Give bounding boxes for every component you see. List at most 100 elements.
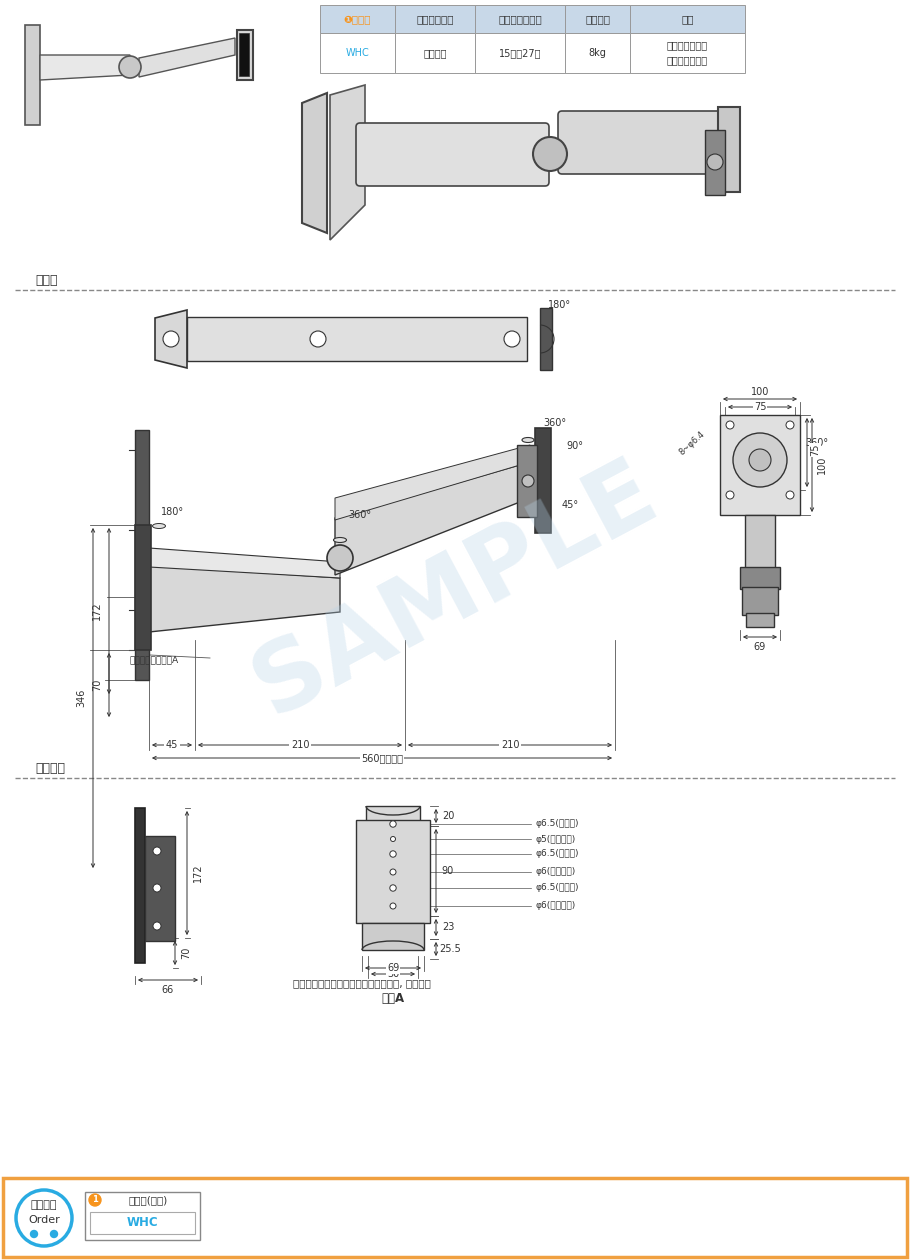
Bar <box>565 5 630 33</box>
Text: 及墻面安裝螺絲: 及墻面安裝螺絲 <box>667 55 708 66</box>
Text: 172: 172 <box>92 602 102 620</box>
Bar <box>135 430 149 680</box>
Polygon shape <box>335 462 530 575</box>
Text: 墻面安裝: 墻面安裝 <box>423 48 447 58</box>
Text: 70: 70 <box>181 946 191 959</box>
Polygon shape <box>362 924 424 950</box>
Bar <box>746 614 774 627</box>
Text: 8~φ6.4: 8~φ6.4 <box>677 430 706 457</box>
Ellipse shape <box>333 538 347 543</box>
Polygon shape <box>335 445 530 520</box>
Text: 90: 90 <box>442 866 454 876</box>
Text: 172: 172 <box>193 863 203 882</box>
Text: 詳圖A: 詳圖A <box>381 992 405 1004</box>
Bar <box>3 1178 907 1257</box>
Text: 孔位尺寸參見詳圖A: 孔位尺寸參見詳圖A <box>130 655 179 664</box>
Text: 180°: 180° <box>549 300 571 310</box>
Polygon shape <box>356 820 430 924</box>
FancyBboxPatch shape <box>356 123 549 186</box>
Bar <box>320 5 395 33</box>
Polygon shape <box>302 93 327 233</box>
Bar <box>85 1192 200 1240</box>
Text: 30: 30 <box>387 969 399 979</box>
Circle shape <box>726 491 734 499</box>
Text: 底座安裝方式: 底座安裝方式 <box>416 14 454 24</box>
FancyBboxPatch shape <box>558 111 721 174</box>
Polygon shape <box>40 55 130 79</box>
Circle shape <box>749 449 771 471</box>
Circle shape <box>390 869 396 874</box>
Text: φ6.5(安裝孔): φ6.5(安裝孔) <box>536 819 580 829</box>
Text: 69: 69 <box>387 963 399 973</box>
Text: φ5(裝飾蓋孔): φ5(裝飾蓋孔) <box>536 834 576 843</box>
Bar <box>145 835 175 941</box>
Circle shape <box>707 154 723 170</box>
Bar <box>630 5 745 33</box>
Circle shape <box>786 491 794 499</box>
Text: 安裝方式: 安裝方式 <box>35 761 65 775</box>
Bar <box>320 33 395 73</box>
Bar <box>705 130 725 195</box>
Circle shape <box>786 421 794 428</box>
Polygon shape <box>149 548 340 578</box>
Text: WHC: WHC <box>346 48 369 58</box>
Bar <box>395 33 475 73</box>
Text: 66: 66 <box>162 985 174 995</box>
Text: 1: 1 <box>92 1196 98 1205</box>
Bar <box>540 307 552 370</box>
Text: 180°: 180° <box>161 507 185 517</box>
Circle shape <box>153 847 161 856</box>
Text: 346: 346 <box>76 689 86 707</box>
Text: 360°: 360° <box>349 510 371 520</box>
Ellipse shape <box>153 523 166 528</box>
Circle shape <box>31 1231 37 1237</box>
Text: 顯示器安裝螺絲: 顯示器安裝螺絲 <box>667 40 708 50</box>
Circle shape <box>733 433 787 488</box>
Bar <box>135 808 145 963</box>
Text: 69: 69 <box>753 643 766 651</box>
Bar <box>745 515 775 570</box>
Text: 20: 20 <box>442 811 454 822</box>
Circle shape <box>726 421 734 428</box>
Text: 70: 70 <box>92 679 102 692</box>
Text: 100: 100 <box>751 387 769 397</box>
Text: 360°: 360° <box>805 438 829 449</box>
Bar <box>535 428 551 533</box>
Text: Order: Order <box>28 1215 60 1225</box>
Circle shape <box>390 837 396 842</box>
Polygon shape <box>139 38 235 77</box>
Text: 75: 75 <box>753 402 766 412</box>
Text: 附件: 附件 <box>682 14 693 24</box>
Circle shape <box>389 885 396 891</box>
Bar <box>239 33 249 76</box>
Bar <box>742 587 778 615</box>
Bar <box>475 5 565 33</box>
Ellipse shape <box>522 437 534 442</box>
Text: WHC: WHC <box>126 1216 157 1230</box>
Text: 最大負重: 最大負重 <box>585 14 610 24</box>
Polygon shape <box>149 564 340 633</box>
Circle shape <box>389 820 396 828</box>
Bar <box>187 318 527 362</box>
Text: 360°: 360° <box>543 418 567 428</box>
Circle shape <box>50 1231 57 1237</box>
Text: 75: 75 <box>810 444 820 456</box>
Text: 23: 23 <box>442 922 454 932</box>
Text: 25.5: 25.5 <box>440 944 460 954</box>
Circle shape <box>163 331 179 346</box>
Bar <box>395 5 475 33</box>
Bar <box>630 33 745 73</box>
Text: ❶類型碼: ❶類型碼 <box>344 14 371 24</box>
Circle shape <box>390 903 396 908</box>
Text: 45°: 45° <box>561 500 579 510</box>
Text: 90°: 90° <box>567 441 583 451</box>
Circle shape <box>389 850 396 857</box>
Circle shape <box>153 885 161 892</box>
Bar <box>90 1212 195 1234</box>
Bar <box>475 33 565 73</box>
Text: φ6.5(安裝孔): φ6.5(安裝孔) <box>536 883 580 892</box>
Text: 45: 45 <box>166 740 178 750</box>
Text: φ6(裝飾蓋孔): φ6(裝飾蓋孔) <box>536 867 576 877</box>
Circle shape <box>522 475 534 488</box>
Text: 三視圖: 三視圖 <box>35 273 57 286</box>
